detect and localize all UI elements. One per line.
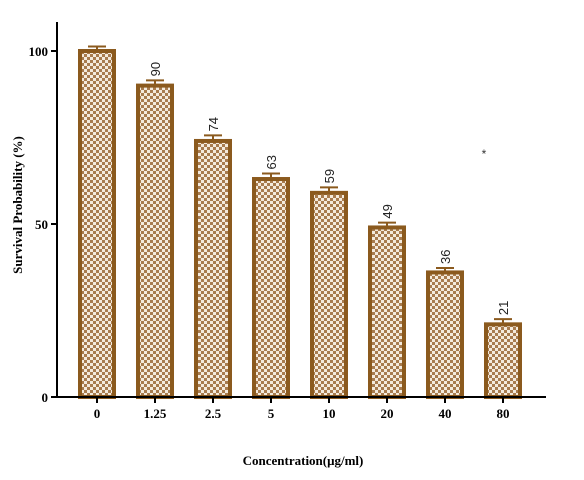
bar-value-label: 74 <box>206 117 221 131</box>
bar <box>136 83 174 399</box>
x-tick-label: 1.25 <box>144 406 167 421</box>
bar <box>310 190 348 399</box>
bar <box>252 177 290 399</box>
axes-layer <box>51 22 546 403</box>
bar-value-label: 36 <box>438 249 453 263</box>
bar-value-label: 49 <box>380 204 395 218</box>
y-axis-title: Survival Probability (%) <box>10 136 25 274</box>
bar-value-label: 21 <box>496 301 511 315</box>
x-tick-label: 10 <box>323 406 336 421</box>
bar <box>194 138 232 400</box>
bar-value-label: 90 <box>148 62 163 76</box>
x-tick-label: 20 <box>381 406 394 421</box>
y-tick-label: 0 <box>42 390 49 405</box>
bar <box>484 322 522 399</box>
bar-value-label: 59 <box>322 169 337 183</box>
y-tick-label: 50 <box>35 217 48 232</box>
bars-layer <box>78 45 522 400</box>
bar <box>426 270 464 399</box>
x-tick-label: 80 <box>497 406 510 421</box>
y-tick-label: 100 <box>29 44 49 59</box>
bar-value-label: 63 <box>264 155 279 169</box>
x-tick-label: 5 <box>268 406 275 421</box>
bar <box>368 225 406 399</box>
labels-layer: 0 50 100 0 1.25 90 2.5 74 5 63 10 59 20 49 40 36 80 21 <box>29 44 512 421</box>
x-tick-label: 40 <box>439 406 452 421</box>
bar <box>78 49 116 399</box>
significance-star: * <box>482 147 487 161</box>
x-tick-label: 2.5 <box>205 406 222 421</box>
x-axis-title: Concentration(μg/ml) <box>243 453 364 468</box>
x-tick-label: 0 <box>94 406 101 421</box>
